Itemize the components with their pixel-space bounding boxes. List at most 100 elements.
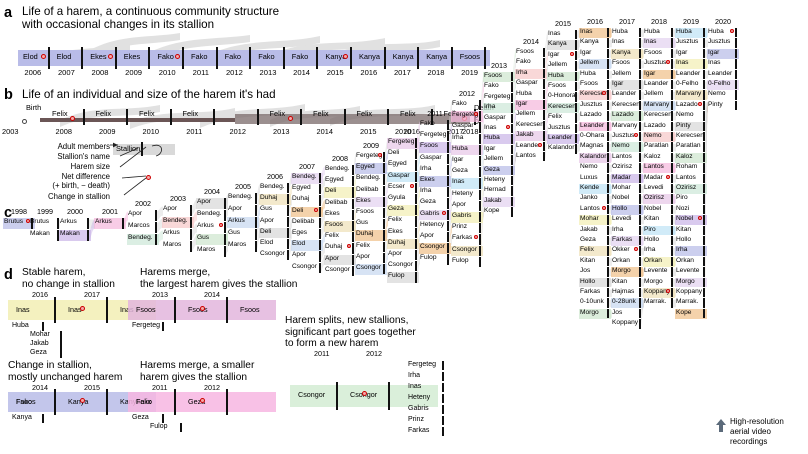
panel-d-example-2-stallion-bar-2015	[106, 389, 108, 415]
panel-c-stallion-bar	[671, 215, 673, 225]
panel-b-stallion-2010: Felix	[139, 109, 155, 118]
panel-c-stallion-bar	[703, 194, 705, 204]
panel-c-stallion-bar	[639, 152, 641, 163]
panel-d-example-0-bar-2	[60, 340, 62, 349]
panel-c-stallion-bar	[607, 236, 609, 246]
panel-c-name-2015-10: Leander	[548, 134, 573, 141]
panel-c-stallion-bar	[287, 250, 289, 261]
panel-c-name-2018-13: Lantos	[644, 163, 664, 171]
panel-c-change-marker	[730, 29, 734, 33]
panel-c-stallion-bar	[639, 132, 641, 142]
panel-c-name-2002-0: Apor	[128, 210, 142, 217]
panel-c-stallion-bar	[735, 69, 737, 79]
panel-d-example-2-year-2014: 2014	[32, 383, 48, 392]
panel-c-name-2013-3: Irha	[484, 103, 496, 111]
panel-c-stallion-bar	[607, 142, 609, 152]
panel-c-stallion-bar	[735, 90, 737, 100]
panel-c-stallion-bar	[703, 100, 705, 111]
panel-c-stallion-bar	[87, 218, 89, 229]
panel-c-name-2003-0: Apor	[163, 205, 177, 212]
panel-c-band	[547, 71, 579, 82]
panel-c-stallion-bar	[511, 72, 513, 82]
panel-a-stallion-bar-2015	[350, 47, 352, 69]
panel-a-stallion-2013: Fako	[258, 52, 275, 61]
panel-c-name-2004-0: Apor	[197, 198, 211, 205]
panel-c-year-2017: 2017	[619, 17, 635, 26]
panel-a-stallion-2006: Elod	[23, 52, 38, 61]
panel-c-band	[579, 277, 611, 288]
legend-sample-band	[113, 144, 175, 155]
panel-d-example-2-bar-0	[42, 414, 44, 423]
panel-a-stallion-bar-2009	[148, 47, 151, 69]
panel-c-stallion-bar	[703, 132, 705, 142]
panel-b-year-2014: 2014	[316, 127, 333, 136]
panel-b-change-marker-2008	[70, 116, 75, 121]
panel-c-name-2016-18: Mohar	[580, 215, 599, 223]
panel-c-stallion-bar	[511, 186, 513, 196]
panel-c-change-marker	[410, 183, 414, 188]
panel-c-change-marker	[26, 219, 30, 223]
panel-c-name-2000-0: Arkus	[60, 218, 77, 225]
panel-c-name-2020-4: Leander	[708, 69, 733, 77]
panel-c-stallion-bar	[511, 124, 513, 134]
panel-c-stallion-bar	[383, 230, 385, 241]
panel-c-name-2019-13: Roham	[676, 163, 698, 171]
panel-c-change-marker	[666, 289, 670, 293]
panel-c-stallion-bar	[639, 184, 641, 194]
panel-a-stallion-bar-2014	[316, 47, 319, 69]
panel-c-name-2015-4: Huba	[548, 71, 564, 79]
panel-a-stallion-2009: Ekes	[123, 52, 141, 61]
panel-c-name-2008-3: Delibab	[325, 198, 348, 206]
panel-c-stallion-bar	[735, 59, 737, 69]
panel-c-stallion-bar	[639, 308, 641, 319]
panel-c-stallion-bar	[639, 142, 641, 152]
panel-c-band	[127, 234, 159, 246]
panel-c-stallion-bar	[671, 194, 673, 204]
panel-c-change-marker	[506, 125, 510, 129]
panel-c-stallion-bar	[703, 288, 705, 298]
panel-c-band	[196, 198, 228, 210]
panel-a-stallion-2015: Kanya	[325, 52, 347, 61]
panel-c-name-2016-3: Jellem	[580, 59, 600, 67]
panel-c-year-2012: 2012	[459, 89, 475, 98]
panel-c-name-2010-9: Duhaj	[388, 238, 406, 246]
panel-c-name-2011-3: Gaspar	[420, 153, 442, 161]
panel-d-example-4-bar-0	[442, 361, 444, 370]
panel-d-example-0-bottom-1: Mohar	[30, 331, 50, 338]
panel-d-example-0-bottom-0: Huba	[12, 322, 29, 329]
panel-c-stallion-bar	[543, 68, 545, 79]
panel-c-stallion-bar	[447, 232, 449, 243]
panel-d-example-1-change-marker	[200, 306, 205, 311]
panel-b-stallion-2009: Felix	[95, 109, 112, 118]
panel-c-stallion-bar	[639, 163, 641, 173]
panel-c-stallion-bar	[703, 256, 705, 267]
panel-c-name-2015-9: Jusztus	[548, 123, 571, 131]
panel-c-name-2010-0: Fergeteg	[388, 138, 415, 145]
panel-c-stallion-bar	[543, 152, 545, 162]
panel-c-band	[355, 230, 387, 241]
panel-c-stallion-bar	[703, 121, 705, 131]
panel-a-stallion-2010: Fako	[157, 52, 174, 61]
panel-d-example-2-mid-0: Fako	[16, 397, 32, 406]
panel-c-stallion-bar	[383, 185, 385, 196]
panel-c-band	[707, 48, 739, 59]
panel-c-name-2011-8: Gabris	[420, 209, 440, 217]
panel-c-name-2004-4: Maros	[197, 246, 216, 253]
panel-c-stallion-bar	[607, 69, 609, 79]
panel-c-name-2015-0: Inas	[548, 30, 561, 37]
panel-d-example-0-title-1: Stable harem,	[22, 267, 86, 278]
panel-b-letter: b	[4, 87, 13, 103]
panel-c-stallion-bar	[639, 277, 641, 287]
panel-d-example-2-year-2015: 2015	[84, 383, 100, 392]
panel-c-stallion-bar	[607, 132, 609, 142]
panel-c-band	[643, 38, 675, 49]
panel-a-harem-band	[18, 50, 490, 66]
panel-c-band	[291, 240, 323, 251]
panel-c-change-marker	[378, 153, 382, 157]
panel-a-stallion-2018: Kanya	[426, 52, 448, 61]
panel-c-year-2004: 2004	[204, 187, 220, 196]
panel-d-example-1-year-2013: 2013	[152, 290, 168, 299]
panel-c-band	[675, 59, 707, 69]
panel-c-band	[579, 90, 611, 101]
panel-d-example-1-stallion-bar-2013	[174, 297, 176, 323]
